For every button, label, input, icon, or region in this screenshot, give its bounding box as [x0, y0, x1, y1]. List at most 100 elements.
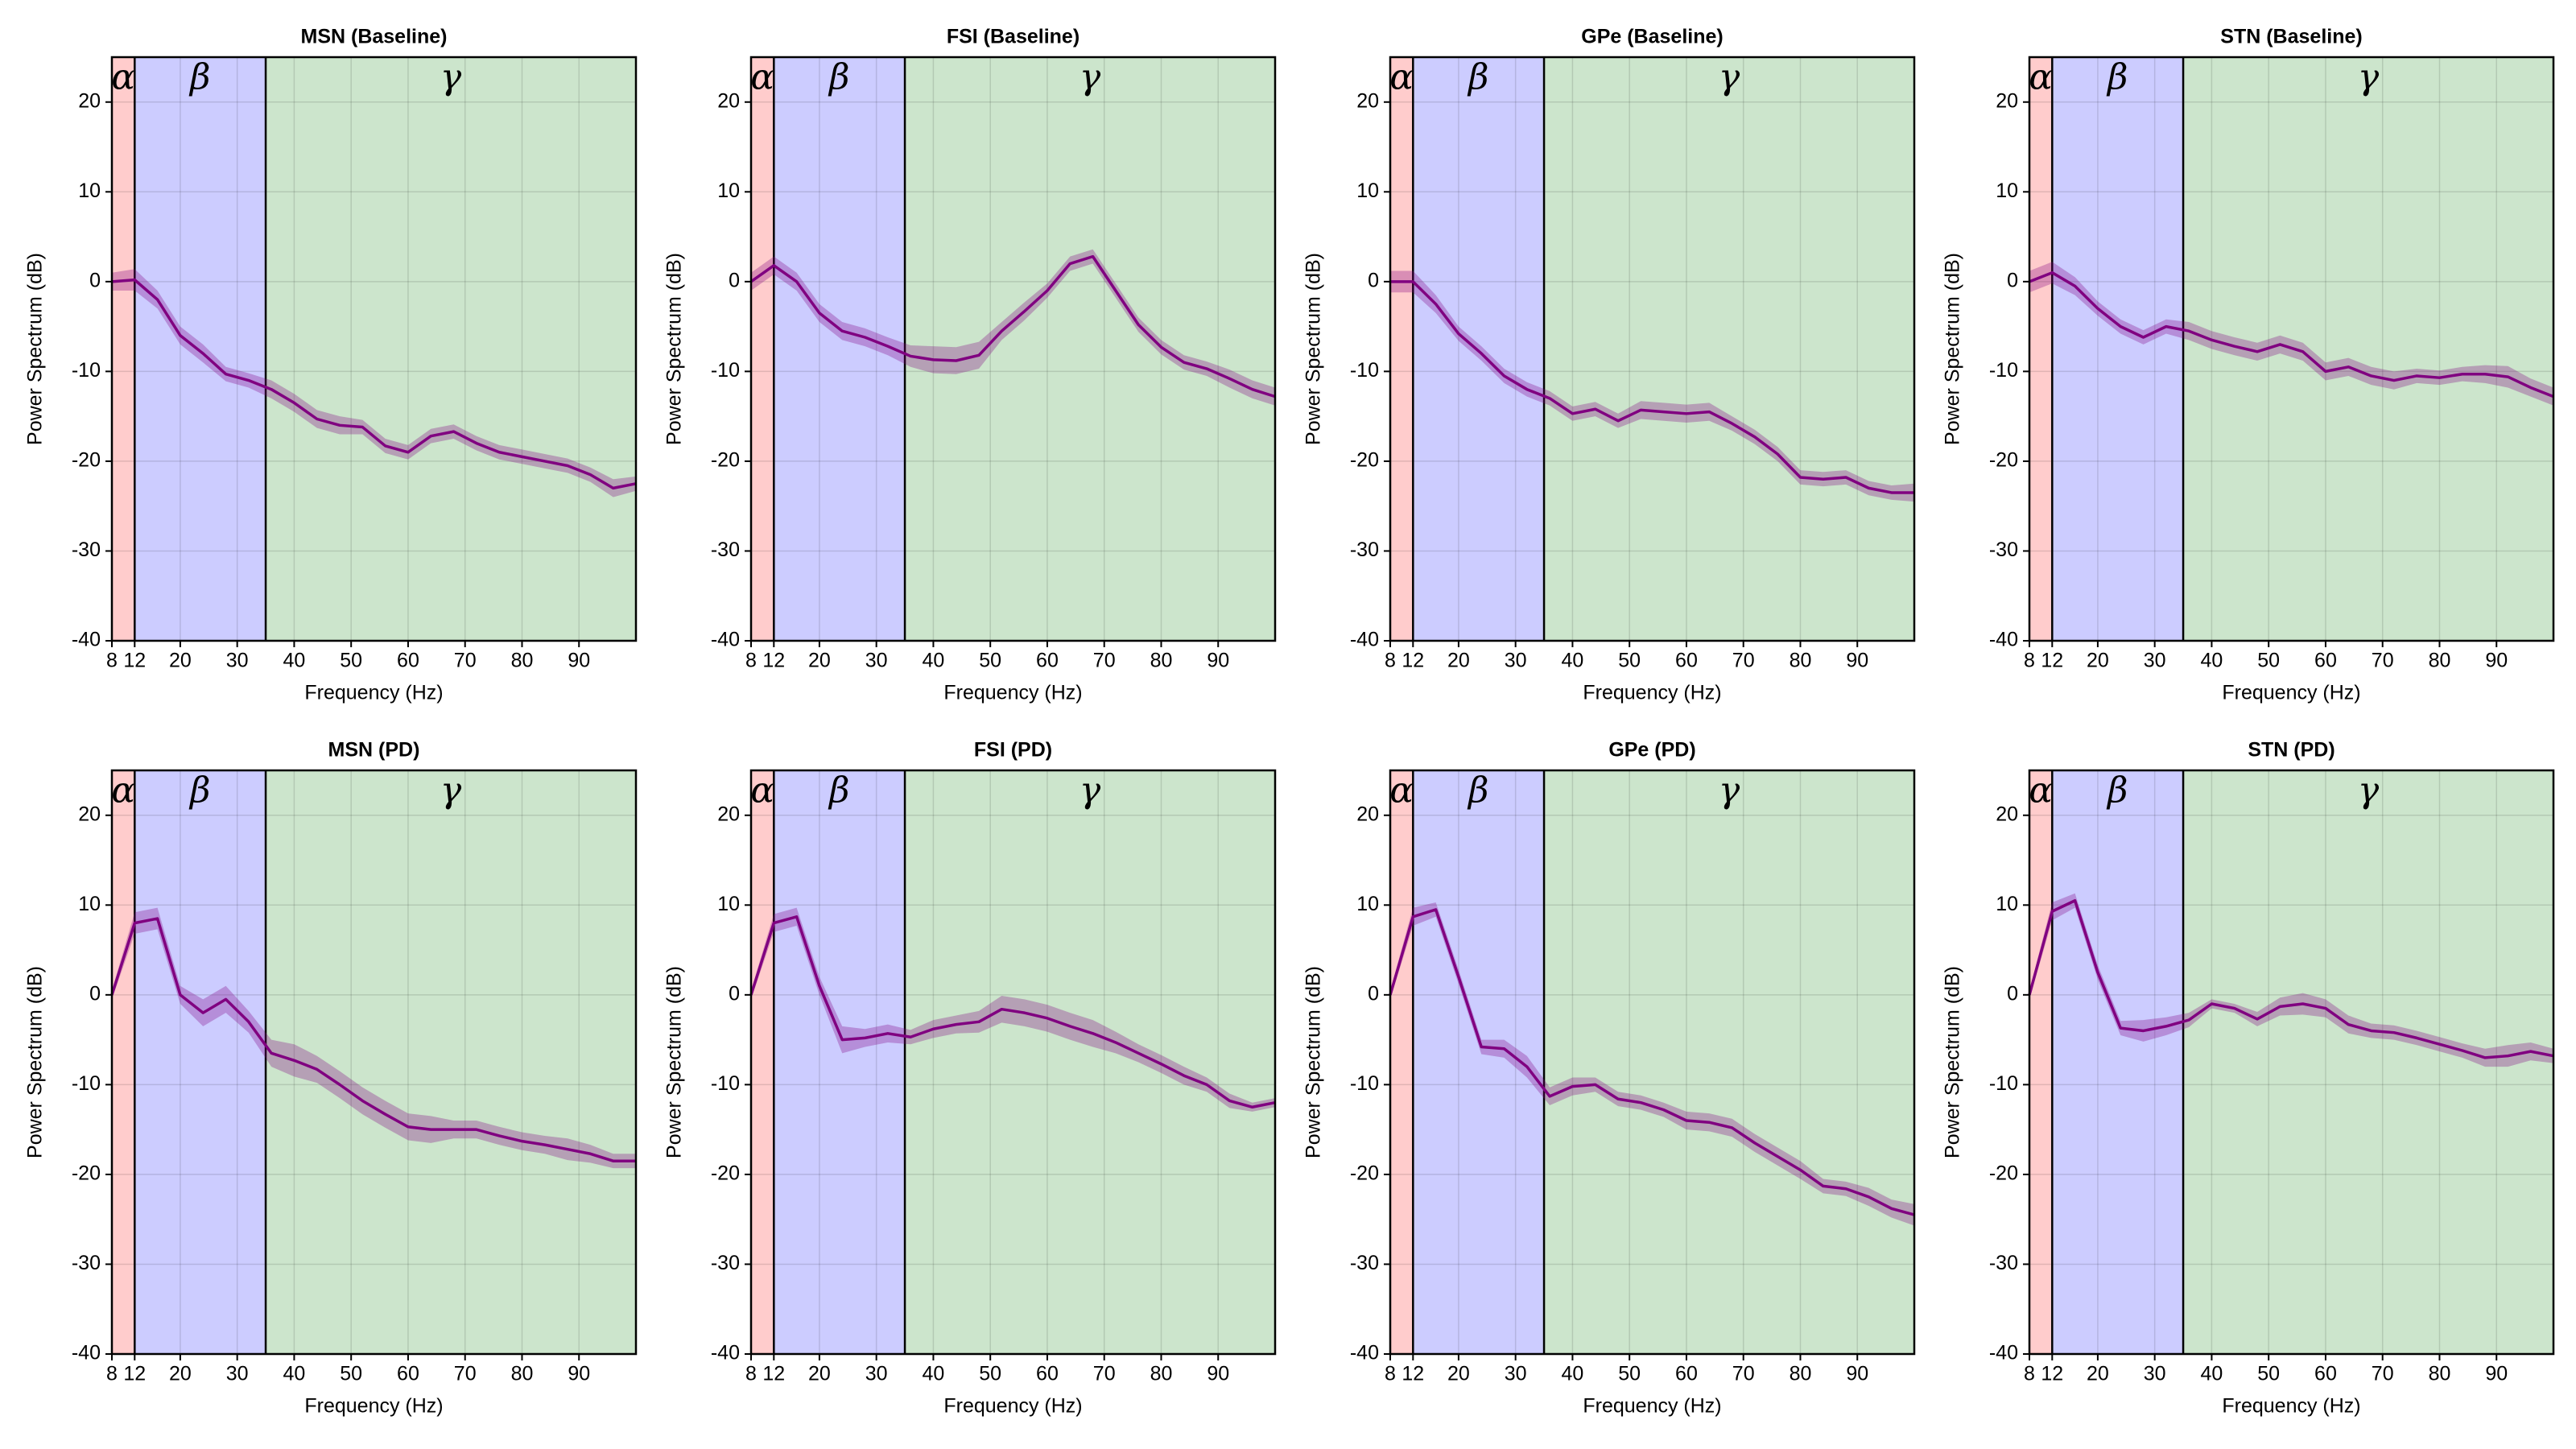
- band-region: [112, 770, 135, 1354]
- x-tick-label: 60: [1675, 1363, 1698, 1385]
- y-tick-label: -10: [72, 1072, 101, 1095]
- line-series: [2029, 270, 2554, 398]
- x-tick-label: 30: [1505, 650, 1527, 672]
- x-axis-label: Frequency (Hz): [304, 682, 443, 704]
- region-label: β: [1467, 770, 1488, 811]
- x-axis-label: Frequency (Hz): [304, 1395, 443, 1418]
- plot-frame: [749, 56, 1277, 642]
- plot-frame: [749, 769, 1277, 1356]
- x-tick-label: 12: [2041, 650, 2063, 672]
- line-series: [1389, 908, 1915, 1216]
- region-label: γ: [1719, 57, 1740, 98]
- y-tick-label: 0: [729, 982, 740, 1005]
- subplot: α β γ 8 12 20 30 40 50 60 70 80 90 -40 -30 -20 -10 0 10 20 M…: [24, 26, 638, 704]
- y-tick-label: -20: [1989, 1162, 2018, 1185]
- band-region: [112, 57, 135, 641]
- y-tick-label: 20: [1996, 89, 2018, 112]
- x-tick-label: 20: [1447, 1363, 1470, 1385]
- x-tick-label: 8: [745, 650, 757, 672]
- x-tick-label: 8: [106, 650, 118, 672]
- y-tick-label: -30: [1989, 539, 2018, 561]
- x-tick-label: 80: [1790, 650, 1812, 672]
- y-tick-label: 0: [1368, 269, 1379, 291]
- y-tick-label: 10: [717, 893, 740, 915]
- y-tick-label: -40: [72, 629, 101, 651]
- y-tick-label: -40: [72, 1342, 101, 1364]
- region-label: α: [750, 57, 774, 98]
- x-tick-label: 40: [1562, 650, 1584, 672]
- x-axis-label: Frequency (Hz): [1583, 682, 1721, 704]
- band-region: [1544, 770, 1914, 1354]
- region-label: α: [111, 770, 135, 811]
- subplot: α β γ 8 12 20 30 40 50 60 70 80 90 -40 -30 -20 -10 0 10 20 G…: [1302, 739, 1916, 1418]
- y-tick-label: -40: [1989, 1342, 2018, 1364]
- y-axis-label: Power Spectrum (dB): [1302, 966, 1325, 1158]
- y-axis-label: Power Spectrum (dB): [24, 253, 47, 445]
- x-tick-label: 70: [1732, 650, 1755, 672]
- y-tick-label: -10: [72, 359, 101, 382]
- y-tick-label: -10: [711, 1072, 740, 1095]
- band-region: [2052, 770, 2184, 1354]
- y-tick-label: -30: [72, 1252, 101, 1274]
- x-tick-label: 90: [568, 650, 590, 672]
- x-tick-label: 60: [1675, 650, 1698, 672]
- y-tick-label: 0: [729, 269, 740, 291]
- x-tick-label: 20: [2087, 1363, 2109, 1385]
- subplot-title: MSN (Baseline): [301, 26, 448, 48]
- region-label: α: [2029, 57, 2053, 98]
- region-label: α: [111, 57, 135, 98]
- region-label: γ: [2358, 57, 2380, 98]
- x-tick-label: 50: [1618, 650, 1641, 672]
- y-tick-label: -20: [711, 449, 740, 472]
- y-tick-label: -30: [711, 539, 740, 561]
- band-region: [1390, 770, 1414, 1354]
- y-tick-label: -30: [1350, 1252, 1379, 1274]
- band-region: [751, 770, 774, 1354]
- x-tick-label: 40: [283, 1363, 306, 1385]
- plot-frame: [2028, 769, 2555, 1356]
- x-tick-label: 12: [1402, 650, 1424, 672]
- x-tick-label: 80: [511, 1363, 534, 1385]
- y-tick-label: 20: [1996, 803, 2018, 825]
- plot-frame: [1389, 56, 1916, 642]
- x-tick-label: 40: [2201, 650, 2223, 672]
- x-tick-label: 50: [979, 1363, 1001, 1385]
- x-tick-label: 40: [923, 1363, 945, 1385]
- y-tick-label: 20: [1356, 803, 1379, 825]
- x-tick-label: 90: [1846, 650, 1868, 672]
- y-tick-label: 10: [78, 180, 101, 202]
- region-label: γ: [440, 770, 462, 811]
- y-tick-label: 0: [2007, 982, 2018, 1005]
- x-tick-label: 30: [2144, 650, 2166, 672]
- band-region: [905, 57, 1275, 641]
- x-tick-label: 8: [1385, 1363, 1396, 1385]
- y-axis-label: Power Spectrum (dB): [663, 253, 686, 445]
- x-tick-label: 50: [2257, 650, 2280, 672]
- region-label: β: [188, 57, 210, 98]
- subplot: α β γ 8 12 20 30 40 50 60 70 80 90 -40 -30 -20 -10 0 10 20 S…: [1942, 26, 2555, 704]
- line-series: [749, 915, 1276, 1109]
- x-tick-label: 30: [1505, 1363, 1527, 1385]
- band-region: [774, 770, 906, 1354]
- line-series: [1390, 280, 1914, 494]
- subplot-title: STN (Baseline): [2220, 26, 2362, 48]
- y-tick-label: -40: [1989, 629, 2018, 651]
- band-region: [1390, 57, 1414, 641]
- y-tick-label: 20: [1356, 89, 1379, 112]
- plot-frame: [2028, 56, 2555, 642]
- region-label: γ: [1080, 57, 1101, 98]
- x-tick-label: 60: [1036, 650, 1059, 672]
- y-tick-label: 20: [78, 803, 101, 825]
- region-label: γ: [1080, 770, 1101, 811]
- y-tick-label: -10: [1350, 1072, 1379, 1095]
- band-region: [905, 770, 1275, 1354]
- x-tick-label: 80: [2429, 1363, 2451, 1385]
- x-tick-label: 8: [2024, 650, 2035, 672]
- subplot-title: FSI (PD): [974, 739, 1052, 762]
- x-tick-label: 12: [762, 1363, 785, 1385]
- x-tick-label: 50: [979, 650, 1001, 672]
- x-tick-label: 60: [2314, 1363, 2337, 1385]
- error-band: [2029, 262, 2553, 406]
- y-tick-label: 10: [1996, 893, 2018, 915]
- x-tick-label: 20: [1447, 650, 1470, 672]
